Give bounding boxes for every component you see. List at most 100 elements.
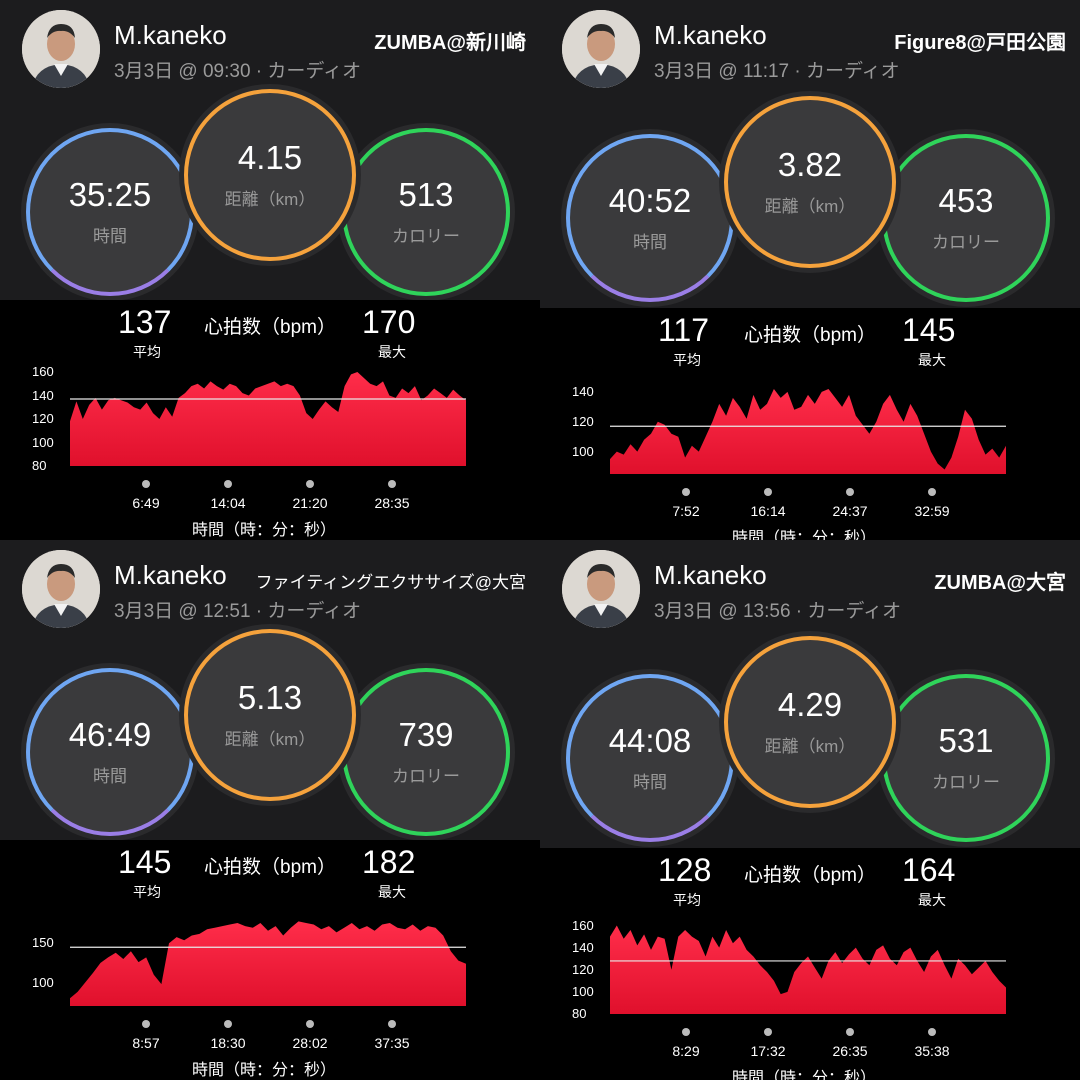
x-tick-marker [224,480,232,488]
calories-stat: 453 カロリー [882,134,1050,302]
x-tick-marker [388,1020,396,1028]
y-tick-label: 150 [32,935,54,951]
time-value: 46:49 [68,716,152,754]
avatar[interactable] [22,10,100,88]
username[interactable]: M.kaneko [654,560,767,590]
distance-value: 4.15 [237,139,303,177]
time-value: 44:08 [608,722,692,760]
heart-rate-section: 128 平均 心拍数（bpm） 164 最大 160 140 120 100 80 8:2… [540,848,1080,1080]
hr-max-value: 145 [902,312,956,348]
hr-max-label: 最大 [378,344,406,360]
y-tick-label: 80 [572,1006,587,1021]
workout-summary: M.kaneko 3月3日 @ 12:51 · カーディオ ファイティングエクサ… [0,540,540,840]
workout-meta: 3月3日 @ 11:17 · カーディオ [654,61,900,82]
calories-value: 739 [398,716,454,754]
hr-chart-svg [70,921,466,1006]
x-tick-marker [764,488,772,496]
heart-rate-section: 145 平均 心拍数（bpm） 182 最大 150 100 8:57 18:30 28… [0,840,540,1080]
distance-value: 5.13 [237,679,303,717]
hr-chart-svg [70,372,466,466]
calories-label: カロリー [392,226,460,246]
avatar[interactable] [22,550,100,628]
x-tick-marker [928,1028,936,1036]
x-tick-marker [928,488,936,496]
hr-area-series [610,925,1006,1014]
x-tick-label: 28:02 [292,1035,328,1051]
avatar[interactable] [562,550,640,628]
y-tick-label: 100 [572,983,594,999]
time-value: 35:25 [68,176,152,214]
distance-value: 3.82 [777,146,843,184]
hr-average-label: 平均 [673,352,701,368]
y-tick-label: 100 [32,974,54,990]
time-stat: 40:52 時間 [566,134,734,302]
hr-chart-svg [610,925,1006,1014]
y-tick-label: 120 [572,961,594,977]
calories-label: カロリー [932,772,1000,792]
distance-label: 距離（km） [224,729,316,749]
hr-max-label: 最大 [378,884,406,900]
y-tick-label: 140 [572,939,594,955]
distance-value: 4.29 [777,686,843,724]
time-stat: 44:08 時間 [566,674,734,842]
avatar[interactable] [562,10,640,88]
x-tick-label: 18:30 [210,1035,246,1051]
x-tick-marker [142,1020,150,1028]
x-axis-title: 時間（時：分：秒） [192,522,337,539]
y-tick-label: 120 [572,413,594,429]
x-tick-label: 6:49 [132,495,160,511]
calories-value: 531 [938,722,994,760]
workout-card-4[interactable]: M.kaneko 3月3日 @ 13:56 · カーディオ ZUMBA@大宮 4… [540,540,1080,1080]
username[interactable]: M.kaneko [654,20,767,50]
x-tick-label: 8:57 [132,1035,160,1051]
y-tick-label: 80 [32,458,47,473]
hr-area-series [70,921,466,1006]
distance-label: 距離（km） [224,189,316,209]
time-value: 40:52 [608,182,692,220]
hr-max-value: 170 [362,304,416,340]
calories-stat: 739 カロリー [342,668,510,836]
hr-title: 心拍数（bpm） [204,857,336,878]
hr-average-label: 平均 [133,344,161,360]
x-tick-marker [682,488,690,496]
hr-average-value: 128 [658,852,712,888]
activity-title: ZUMBA@大宮 [934,572,1066,594]
x-axis-title: 時間（時：分：秒） [732,530,877,540]
x-tick-label: 32:59 [914,503,950,519]
x-tick-label: 37:35 [374,1035,410,1051]
hr-max-label: 最大 [918,352,946,368]
time-label: 時間 [633,232,667,252]
calories-label: カロリー [392,766,460,786]
x-tick-marker [846,488,854,496]
x-tick-label: 28:35 [374,495,410,511]
time-stat: 46:49 時間 [26,668,194,836]
heart-rate-section: 137 平均 心拍数（bpm） 170 最大 160 140 120 100 80 6:4… [0,300,540,540]
hr-average-value: 145 [118,844,172,880]
distance-stat: 4.15 距離（km） [184,89,356,261]
workout-summary: M.kaneko 3月3日 @ 13:56 · カーディオ ZUMBA@大宮 4… [540,540,1080,842]
hr-max-label: 最大 [918,892,946,908]
x-tick-label: 24:37 [832,503,868,519]
calories-stat: 531 カロリー [882,674,1050,842]
workout-card-2[interactable]: M.kaneko 3月3日 @ 11:17 · カーディオ Figure8@戸田… [540,0,1080,540]
y-tick-label: 100 [572,443,594,459]
distance-label: 距離（km） [764,736,856,756]
workout-card-1[interactable]: M.kaneko 3月3日 @ 09:30 · カーディオ ZUMBA@新川崎 … [0,0,540,540]
x-tick-label: 14:04 [210,495,246,511]
workout-card-3[interactable]: M.kaneko 3月3日 @ 12:51 · カーディオ ファイティングエクサ… [0,540,540,1080]
hr-title: 心拍数（bpm） [204,317,336,338]
time-stat: 35:25 時間 [26,128,194,296]
hr-area-series [70,372,466,466]
hr-average-label: 平均 [133,884,161,900]
x-tick-marker [764,1028,772,1036]
hr-average-value: 117 [658,312,710,348]
username[interactable]: M.kaneko [114,20,227,50]
x-tick-label: 8:29 [672,1043,700,1059]
distance-stat: 3.82 距離（km） [724,96,896,268]
y-tick-label: 100 [32,434,54,450]
username[interactable]: M.kaneko [114,560,227,590]
distance-stat: 5.13 距離（km） [184,629,356,801]
y-tick-label: 120 [32,411,54,426]
x-tick-label: 17:32 [750,1043,786,1059]
